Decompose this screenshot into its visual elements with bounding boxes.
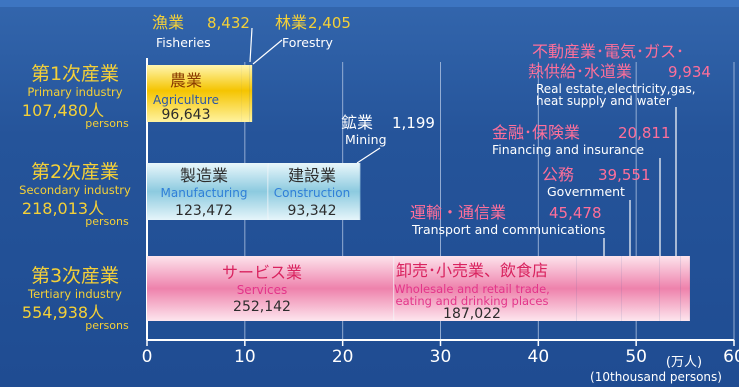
bar-segment: [147, 256, 394, 321]
segment-label-jp: 鉱業: [341, 113, 373, 132]
x-tick-label: 10: [234, 347, 256, 367]
segment-label-en: Real estate,electricity,gas, heat supply …: [536, 82, 696, 108]
category-label-en: Primary industry: [27, 85, 122, 99]
x-tick-label: 60: [723, 347, 739, 367]
segment-label-jp: 運輸・通信業: [410, 203, 506, 222]
bar-segment: [267, 163, 360, 220]
category-label-jp: 第3次産業: [31, 265, 119, 287]
segment-label-jp: サービス業: [222, 263, 302, 282]
segment-label-jp: 漁業: [152, 13, 184, 32]
bar-segment: [393, 256, 577, 321]
segment-label-en: Financing and insurance: [492, 142, 644, 157]
segment-value-label: 252,142: [233, 299, 291, 315]
category-total: 107,480人: [22, 101, 104, 120]
segment-label-en: Fisheries: [156, 35, 211, 50]
bar-segment: [241, 65, 250, 122]
segment-label-jp: 建設業: [288, 166, 336, 185]
leader-line: [356, 147, 381, 164]
segment-label-en: Agriculture: [153, 93, 219, 107]
segment-value-label: 96,643: [162, 107, 211, 123]
segment-label-en: Services: [237, 283, 288, 297]
segment-label-jp: 製造業: [180, 166, 228, 185]
category-persons-label: persons: [85, 215, 129, 228]
x-tick-label: 40: [528, 347, 550, 367]
segment-value-label: 39,551: [598, 166, 651, 184]
bar-segment: [659, 256, 681, 321]
segment-label-jp: 金融･保険業: [492, 123, 580, 142]
segment-label-jp: 不動産業･電気･ガス･熱供給･水道業: [528, 42, 684, 81]
segment-value-label: 8,432: [207, 14, 250, 32]
top-title-strip: [0, 0, 739, 7]
bar-segment: [621, 256, 660, 321]
segment-value-label: 20,811: [618, 124, 671, 142]
x-tick-label: 30: [430, 347, 452, 367]
segment-label-jp: 卸売･小売業、飲食店: [396, 261, 548, 280]
leader-line: [249, 27, 253, 63]
segment-label-en: Forestry: [282, 35, 333, 50]
segment-value-label: 123,472: [175, 203, 233, 219]
bar-segment: [359, 163, 361, 220]
x-unit-label-en: (10thousand persons): [590, 370, 722, 384]
segment-label-en: Wholesale and retail trade, eating and dr…: [394, 282, 550, 308]
bar-segment: [576, 256, 622, 321]
category-label-en: Tertiary industry: [27, 287, 122, 301]
segment-label-jp: 公務: [542, 165, 574, 184]
category-total: 554,938人: [22, 303, 104, 322]
segment-value-label: 93,342: [288, 203, 337, 219]
segment-value-label: 9,934: [668, 63, 711, 81]
category-total: 218,013人: [22, 199, 104, 218]
x-tick-label: 0: [142, 347, 153, 367]
segment-value-label: 1,199: [392, 114, 435, 132]
leader-line: [252, 39, 283, 65]
category-label-en: Secondary industry: [19, 183, 131, 197]
segment-label-en: Manufacturing: [161, 186, 248, 200]
segment-label-en: Government: [547, 184, 625, 199]
x-tick-label: 50: [625, 347, 647, 367]
x-tick-label: 20: [332, 347, 354, 367]
segment-label-jp: 林業: [275, 13, 307, 32]
segment-value-label: 45,478: [549, 204, 602, 222]
bar-segment: [680, 256, 690, 321]
bar-segment: [147, 65, 242, 122]
category-label-jp: 第2次産業: [31, 161, 119, 183]
segment-label-en: Mining: [345, 132, 387, 147]
segment-label-en: Transport and communications: [411, 222, 605, 237]
bar-segment: [147, 163, 268, 220]
x-unit-label: (万人): [666, 355, 702, 370]
segment-value-label: 2,405: [308, 14, 351, 32]
category-label-jp: 第1次産業: [31, 63, 119, 85]
segment-value-label: 187,022: [443, 306, 501, 322]
category-persons-label: persons: [85, 319, 129, 332]
segment-label-en: Construction: [274, 186, 350, 200]
category-persons-label: persons: [85, 117, 129, 130]
bar-segment: [249, 65, 253, 122]
segment-label-jp: 農業: [170, 71, 202, 90]
